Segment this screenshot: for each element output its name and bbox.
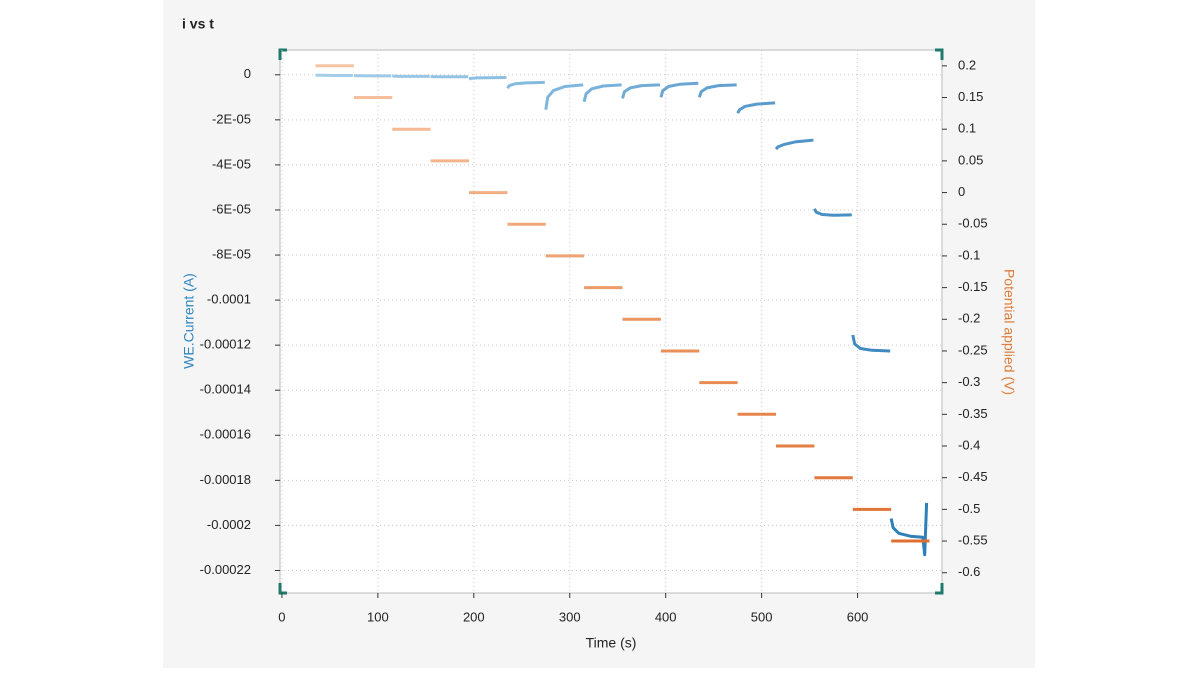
y2-tick-label: -0.5 (958, 501, 980, 516)
x-tick-label: 400 (655, 609, 677, 624)
y-tick-label: -0.00022 (200, 562, 251, 577)
y2-tick-label: -0.6 (958, 564, 980, 579)
x-tick-label: 100 (367, 609, 389, 624)
y2-tick-label: 0.2 (958, 57, 976, 72)
x-tick-label: 600 (847, 609, 869, 624)
y2-tick-label: -0.25 (958, 342, 988, 357)
y-tick-label: -0.00014 (200, 382, 251, 397)
y-tick-label: -2E-05 (212, 111, 251, 126)
y-tick-label: -8E-05 (212, 246, 251, 261)
data-line (316, 75, 353, 76)
y2-tick-label: 0.1 (958, 121, 976, 136)
y2-tick-label: 0.15 (958, 89, 983, 104)
chart-title: i vs t (182, 16, 214, 32)
y2-tick-label: -0.2 (958, 311, 980, 326)
x-tick-label: 300 (559, 609, 581, 624)
plot-area (280, 50, 942, 593)
y2-tick-label: 0 (958, 184, 965, 199)
y-tick-label: -0.00016 (200, 427, 251, 442)
y2-tick-label: -0.05 (958, 216, 988, 231)
y-tick-label: -0.00012 (200, 337, 251, 352)
y2-tick-label: 0.05 (958, 152, 983, 167)
y-tick-label: -0.0001 (207, 292, 251, 307)
y2-tick-label: -0.35 (958, 406, 988, 421)
y-tick-label: -0.00018 (200, 472, 251, 487)
y2-axis-label: Potential applied (V) (1001, 269, 1017, 395)
y2-tick-label: -0.1 (958, 247, 980, 262)
y-tick-label: -0.0002 (207, 517, 251, 532)
y-tick-label: -6E-05 (212, 201, 251, 216)
data-line (469, 78, 506, 80)
x-tick-label: 0 (278, 609, 285, 624)
y2-tick-label: -0.3 (958, 374, 980, 389)
y-tick-label: 0 (244, 66, 251, 81)
y-tick-label: -4E-05 (212, 156, 251, 171)
x-tick-label: 500 (751, 609, 773, 624)
x-axis-label: Time (s) (586, 635, 637, 651)
x-tick-label: 200 (463, 609, 485, 624)
y2-tick-label: -0.55 (958, 532, 988, 547)
y2-tick-label: -0.45 (958, 469, 988, 484)
y-axis-label: WE.Current (A) (181, 273, 197, 369)
y2-tick-label: -0.15 (958, 279, 988, 294)
y2-tick-label: -0.4 (958, 437, 980, 452)
